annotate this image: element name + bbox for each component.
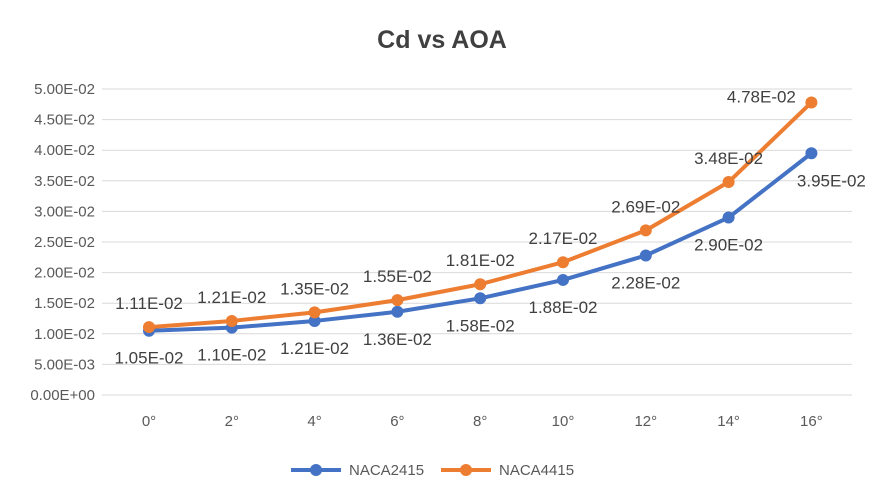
data-point bbox=[639, 249, 652, 262]
y-tick-label: 1.50E-02 bbox=[34, 295, 95, 312]
legend-marker bbox=[310, 464, 322, 476]
y-axis-ticks: 5.00E-02 4.50E-02 4.00E-02 3.50E-02 3.00E-02… bbox=[30, 81, 95, 404]
data-point bbox=[474, 292, 487, 305]
data-label: 1.05E-02 bbox=[115, 349, 184, 368]
x-tick-label: 12° bbox=[634, 413, 657, 430]
x-tick-label: 10° bbox=[552, 413, 575, 430]
data-label: 2.28E-02 bbox=[611, 273, 680, 292]
data-point bbox=[722, 211, 735, 224]
y-tick-label: 0.00E+00 bbox=[30, 387, 95, 404]
data-label: 2.69E-02 bbox=[611, 197, 680, 216]
data-point bbox=[391, 305, 404, 318]
y-tick-label: 4.00E-02 bbox=[34, 142, 95, 159]
data-label: 1.11E-02 bbox=[115, 294, 183, 313]
data-label: 1.55E-02 bbox=[363, 267, 432, 286]
y-tick-label: 3.00E-02 bbox=[34, 203, 95, 220]
legend-entry: NACA2415 bbox=[349, 462, 424, 479]
data-point bbox=[805, 96, 818, 109]
chart-title: Cd vs AOA bbox=[377, 26, 507, 54]
data-point bbox=[308, 314, 321, 327]
data-label: 1.88E-02 bbox=[529, 298, 598, 317]
data-point bbox=[474, 278, 487, 291]
y-tick-label: 3.50E-02 bbox=[34, 173, 95, 190]
data-point bbox=[143, 321, 155, 334]
legend-entry: NACA4415 bbox=[499, 462, 574, 479]
data-label: 1.21E-02 bbox=[197, 288, 266, 307]
x-tick-label: 2° bbox=[225, 413, 239, 430]
data-point bbox=[639, 224, 652, 237]
x-tick-label: 6° bbox=[390, 413, 404, 430]
legend: NACA2415 NACA4415 bbox=[291, 462, 574, 479]
data-labels: 1.05E-02 1.10E-02 1.21E-02 1.36E-02 1.58E-02… bbox=[115, 87, 866, 367]
data-label: 1.36E-02 bbox=[363, 330, 432, 349]
y-tick-label: 5.00E-02 bbox=[34, 81, 95, 98]
data-label: 3.95E-02 bbox=[797, 171, 866, 190]
data-label: 2.17E-02 bbox=[529, 229, 598, 248]
y-tick-label: 4.50E-02 bbox=[34, 112, 95, 129]
x-tick-label: 16° bbox=[800, 413, 823, 430]
y-tick-label: 1.00E-02 bbox=[34, 326, 95, 343]
data-label: 2.90E-02 bbox=[694, 236, 763, 255]
data-label: 3.48E-02 bbox=[694, 149, 763, 168]
series-lines bbox=[143, 96, 818, 337]
data-label: 1.58E-02 bbox=[446, 316, 515, 335]
data-point bbox=[557, 273, 569, 286]
data-point bbox=[225, 314, 238, 327]
x-tick-label: 14° bbox=[717, 413, 740, 430]
gridlines bbox=[102, 88, 852, 396]
data-point bbox=[308, 306, 321, 319]
data-point bbox=[391, 294, 404, 307]
data-point bbox=[805, 147, 818, 160]
data-point bbox=[722, 176, 735, 189]
y-tick-label: 2.00E-02 bbox=[34, 265, 95, 282]
data-label: 1.35E-02 bbox=[280, 279, 349, 298]
x-tick-label: 8° bbox=[473, 413, 487, 430]
x-axis-ticks: 0° 2° 4° 6° 8° 10° 12° 14° 16° bbox=[142, 413, 823, 430]
data-point bbox=[557, 256, 569, 269]
data-label: 4.78E-02 bbox=[727, 87, 796, 106]
x-tick-label: 0° bbox=[142, 413, 156, 430]
y-tick-label: 5.00E-03 bbox=[34, 356, 95, 373]
x-tick-label: 4° bbox=[307, 413, 321, 430]
y-tick-label: 2.50E-02 bbox=[34, 234, 95, 251]
data-label: 1.81E-02 bbox=[446, 251, 515, 270]
data-label: 1.21E-02 bbox=[280, 339, 349, 358]
data-label: 1.10E-02 bbox=[197, 346, 266, 365]
legend-marker bbox=[460, 464, 472, 476]
